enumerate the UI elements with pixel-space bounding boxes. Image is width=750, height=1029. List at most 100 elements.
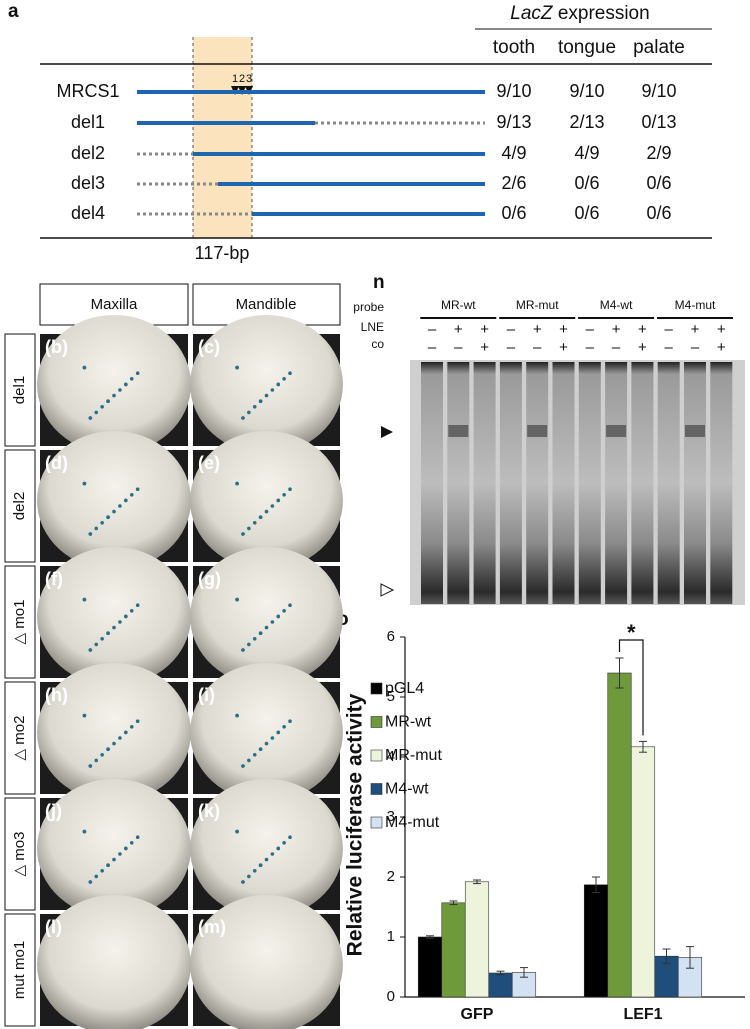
x-tick-label: LEF1	[623, 1006, 662, 1023]
stain-dot	[124, 730, 128, 735]
lne-sign: –	[507, 321, 516, 338]
shift-band	[685, 425, 705, 437]
row-label: △ mo1	[11, 600, 28, 645]
co-sign: +	[638, 339, 647, 356]
stain-dot	[129, 609, 134, 613]
expression-ratio: 4/9	[501, 143, 526, 163]
column-label: tongue	[558, 37, 616, 58]
bar	[630, 746, 656, 998]
stain-dot	[258, 863, 263, 867]
error-bar	[592, 876, 600, 894]
row-label: △ mo2	[11, 716, 28, 761]
co-sign: –	[612, 339, 621, 356]
tissue	[190, 430, 343, 570]
row-label: LNE	[361, 320, 384, 334]
row-label: probe	[353, 300, 384, 314]
expression-ratio: 9/13	[496, 112, 531, 132]
lne-sign: –	[665, 321, 674, 338]
photo-label: (h)	[45, 685, 68, 705]
tissue	[190, 662, 343, 802]
co-sign: –	[454, 339, 463, 356]
gel-lane	[421, 362, 443, 604]
gel-lane	[499, 362, 522, 604]
row-label: del1	[11, 376, 28, 404]
lne-sign: –	[428, 321, 437, 338]
stain-dot	[82, 597, 87, 602]
y-tick-label: 5	[387, 688, 395, 705]
error-bar	[686, 946, 694, 969]
shift-band	[448, 425, 469, 437]
stain-dot	[88, 764, 93, 768]
legend-label: MR-mut	[385, 747, 442, 764]
stain-dot	[235, 713, 239, 718]
expression-ratio: 0/6	[646, 173, 671, 193]
stain-dot	[106, 515, 110, 519]
y-tick-label: 6	[387, 628, 395, 645]
significance-mark: *	[627, 620, 636, 645]
gel-lane	[526, 362, 549, 604]
error-bar	[639, 740, 647, 753]
stain-dot	[276, 498, 281, 503]
stain-dot	[270, 388, 275, 392]
site-label: 2	[239, 73, 245, 85]
co-sign: +	[480, 339, 489, 356]
photo-label: (k)	[198, 801, 220, 821]
stain-dot	[241, 648, 245, 652]
expression-ratio: 0/6	[646, 203, 671, 223]
error-bar	[473, 879, 481, 885]
stain-dot	[270, 504, 275, 508]
expression-ratio: 0/6	[574, 203, 599, 223]
row-label: del2	[11, 492, 28, 520]
header-italic: LacZ	[510, 3, 554, 24]
stain-dot	[129, 493, 134, 497]
photo-label: (m)	[198, 917, 226, 937]
stain-dot	[282, 609, 286, 613]
y-tick-label: 1	[387, 928, 395, 945]
photo-label: (f)	[45, 569, 63, 589]
stain-dot	[129, 841, 134, 845]
row-label-box	[4, 681, 36, 795]
stain-dot	[247, 642, 251, 647]
y-tick-label: 3	[387, 808, 395, 825]
tissue	[190, 546, 343, 686]
stain-dot	[100, 753, 104, 757]
stain-dot	[88, 648, 93, 652]
stain-dot	[118, 852, 122, 856]
stain-dot	[288, 371, 292, 376]
error-bar	[615, 657, 624, 689]
row-label-box	[4, 797, 36, 911]
probe-name: M4-wt	[600, 298, 633, 312]
stain-dot	[276, 382, 281, 387]
expression-ratio: 0/6	[501, 203, 526, 223]
legend-swatch	[370, 716, 383, 728]
bar	[441, 902, 466, 998]
stain-dot	[235, 829, 239, 834]
error-bar	[520, 967, 528, 978]
stain-dot	[282, 725, 286, 729]
photo-label: (c)	[198, 337, 220, 357]
gel-lane	[631, 362, 654, 604]
tissue	[190, 778, 343, 918]
error-bar	[496, 970, 505, 976]
y-axis-label: Relative luciferase activity	[344, 693, 367, 956]
lne-sign: +	[691, 321, 700, 338]
gel-lane	[684, 362, 706, 604]
gel-lane	[552, 362, 575, 604]
photo-label: (i)	[198, 685, 215, 705]
lne-sign: –	[586, 321, 595, 338]
bar	[417, 936, 443, 998]
co-sign: –	[533, 339, 542, 356]
stain-dot	[241, 416, 245, 420]
co-sign: –	[428, 339, 437, 356]
stain-dot	[258, 399, 263, 404]
stain-dot	[129, 377, 134, 381]
stain-dot	[252, 405, 257, 409]
stain-dot	[288, 603, 292, 607]
free-probe-arrow	[380, 583, 395, 597]
photo-label: (j)	[45, 801, 62, 821]
stain-dot	[94, 642, 99, 647]
column-header: Mandible	[236, 296, 297, 313]
photo-label: (b)	[45, 337, 68, 357]
stain-dot	[276, 730, 281, 735]
